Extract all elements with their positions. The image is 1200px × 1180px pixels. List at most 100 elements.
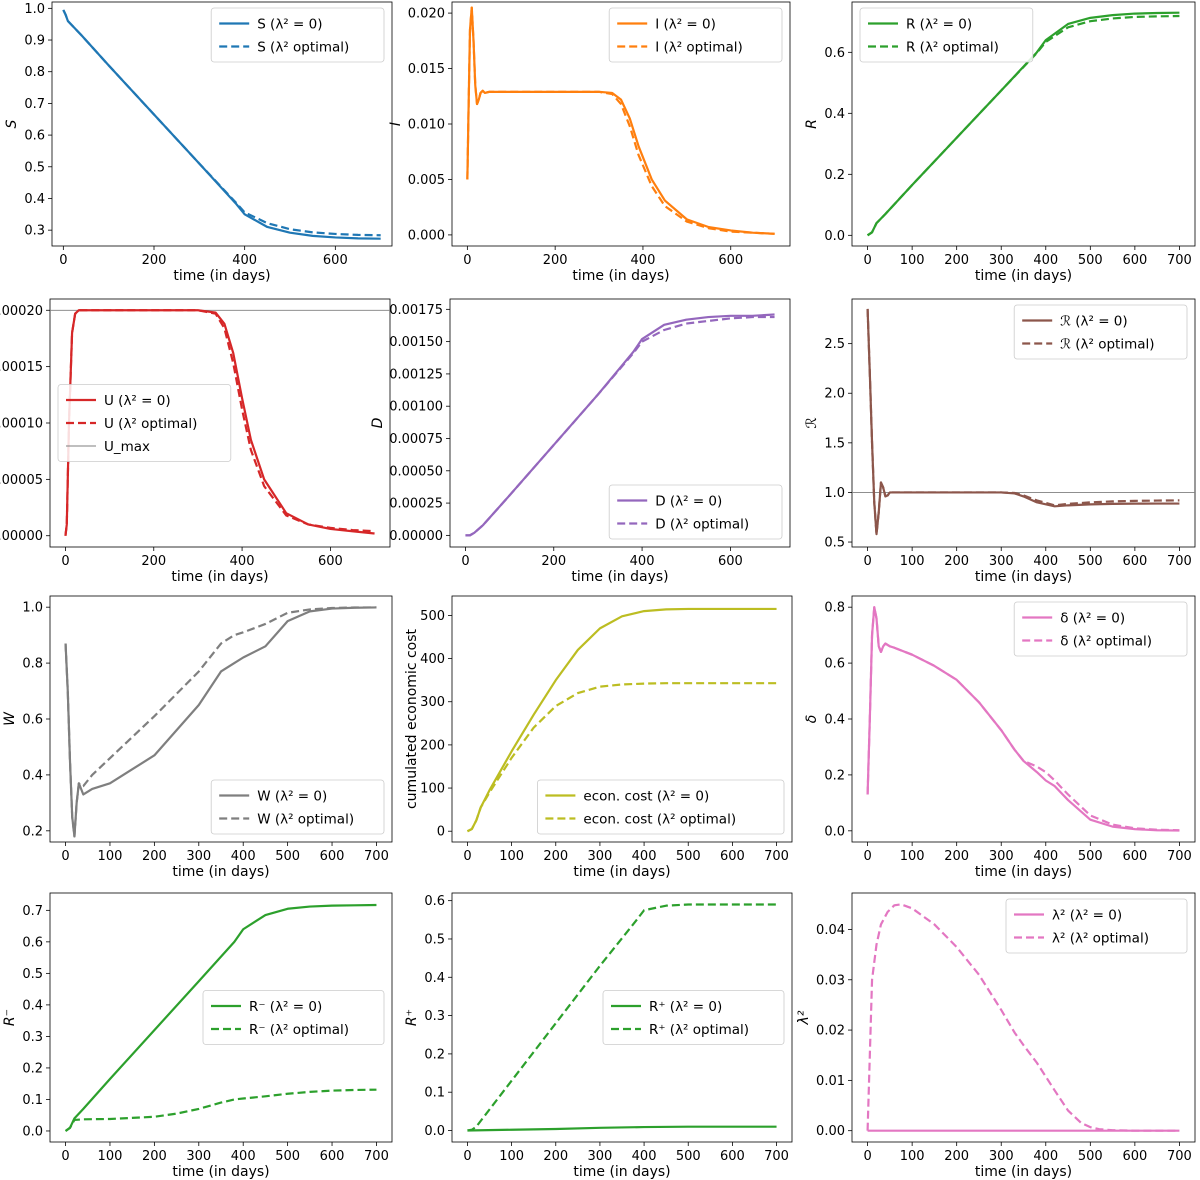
- y-tick-label: 0.5: [22, 967, 43, 982]
- legend-label: R⁺ (λ² optimal): [649, 1022, 749, 1038]
- legend: I (λ² = 0) I (λ² optimal): [608, 7, 783, 63]
- x-tick-label: 500: [275, 849, 300, 864]
- y-tick-label: 0.8: [22, 657, 43, 672]
- y-tick-label: 2.5: [824, 337, 845, 352]
- y-tick-label: 0.0: [424, 1124, 445, 1139]
- x-axis-label: time (in days): [172, 864, 269, 880]
- x-tick-label: 200: [944, 1149, 969, 1164]
- x-tick-label: 0: [61, 554, 69, 569]
- y-tick-label: 0.00175: [389, 303, 443, 318]
- legend-frame: [210, 7, 385, 63]
- x-tick-label: 200: [142, 253, 167, 268]
- legend-label: R⁻ (λ² optimal): [249, 1022, 349, 1038]
- x-tick-label: 400: [1033, 849, 1058, 864]
- legend-label: W (λ² = 0): [257, 789, 327, 805]
- y-tick-label: 0.00015: [0, 360, 43, 375]
- y-tick-label: 0.000: [408, 228, 445, 243]
- series-line-1: [467, 903, 777, 1132]
- x-tick-label: 100: [98, 1149, 123, 1164]
- y-tick-label: 0.4: [824, 713, 845, 728]
- x-tick-label: 500: [275, 1149, 300, 1164]
- y-tick-label: 0.00125: [389, 367, 443, 382]
- x-tick-label: 700: [1167, 253, 1192, 268]
- legend-label: R⁻ (λ² = 0): [249, 999, 322, 1015]
- legend-frame: [202, 990, 385, 1045]
- series-line-1: [866, 14, 1180, 237]
- x-tick-label: 100: [900, 1149, 925, 1164]
- x-tick-label: 500: [1078, 849, 1103, 864]
- x-tick-label: 700: [364, 849, 389, 864]
- y-tick-label: 0.00010: [0, 417, 43, 432]
- x-tick-label: 0: [863, 849, 871, 864]
- y-tick-label: 0.0: [824, 229, 845, 244]
- legend: S (λ² = 0) S (λ² optimal): [210, 7, 385, 63]
- legend-label: U_max: [104, 439, 150, 455]
- y-tick-label: 0.7: [24, 97, 45, 112]
- y-tick-label: 0: [437, 825, 445, 840]
- x-tick-label: 0: [61, 849, 69, 864]
- legend-label: R⁺ (λ² = 0): [649, 999, 722, 1015]
- series-line-1: [466, 6, 775, 235]
- y-tick-label: 0.4: [22, 768, 43, 783]
- x-tick-label: 300: [989, 554, 1014, 569]
- y-axis-label: cumulated economic cost: [404, 628, 420, 809]
- x-tick-label: 200: [944, 849, 969, 864]
- x-tick-label: 500: [1078, 554, 1103, 569]
- y-tick-label: 0.6: [824, 657, 845, 672]
- y-tick-label: 0.0: [824, 824, 845, 839]
- x-tick-label: 600: [320, 1149, 345, 1164]
- legend: R (λ² = 0) R (λ² optimal): [859, 7, 1034, 63]
- legend-label: I (λ² optimal): [655, 40, 743, 56]
- y-tick-label: 0.2: [824, 768, 845, 783]
- legend-label: W (λ² optimal): [257, 812, 354, 828]
- chart-U: 0 200 400 600 0.00000 0.00005 0.00010 0.00015 0.…: [0, 298, 391, 585]
- x-tick-label: 200: [541, 554, 566, 569]
- y-tick-label: 0.00100: [389, 400, 443, 415]
- y-tick-label: 0.00000: [0, 529, 43, 544]
- y-tick-label: 0.005: [408, 173, 445, 188]
- y-tick-label: 0.04: [816, 923, 845, 938]
- x-tick-label: 500: [1078, 1149, 1103, 1164]
- legend-label: econ. cost (λ² optimal): [583, 812, 736, 828]
- x-axis-label: time (in days): [573, 864, 670, 880]
- y-tick-label: 0.02: [816, 1024, 845, 1039]
- y-tick-label: 0.2: [424, 1047, 445, 1062]
- legend: δ (λ² = 0) δ (λ² optimal): [1013, 601, 1188, 657]
- x-tick-label: 100: [900, 849, 925, 864]
- x-axis-label: time (in days): [571, 569, 668, 585]
- y-tick-label: 0.4: [24, 192, 45, 207]
- legend-label: D (λ² optimal): [655, 517, 749, 533]
- legend-label: R (λ² = 0): [906, 17, 972, 33]
- x-tick-label: 500: [676, 1149, 701, 1164]
- y-tick-label: 0.00005: [0, 473, 43, 488]
- y-tick-label: 300: [420, 695, 445, 710]
- x-axis-label: time (in days): [173, 268, 270, 284]
- y-tick-label: 0.6: [24, 129, 45, 144]
- legend-label: δ (λ² optimal): [1060, 634, 1152, 650]
- y-tick-label: 0.2: [22, 1061, 43, 1076]
- y-tick-label: 0.3: [24, 224, 45, 239]
- legend-frame: [210, 779, 385, 835]
- y-tick-label: 0.8: [824, 601, 845, 616]
- x-axis-label: time (in days): [573, 1164, 670, 1180]
- x-tick-label: 0: [61, 1149, 69, 1164]
- legend: D (λ² = 0) D (λ² optimal): [608, 484, 783, 540]
- y-tick-label: 0.015: [408, 62, 445, 77]
- y-tick-label: 0.9: [24, 34, 45, 49]
- chart-econ: 0 100 200 300 400 500 600 700 0 100 200 300 400 500 ti…: [404, 595, 793, 880]
- y-tick-label: 0.6: [22, 935, 43, 950]
- legend-frame: [1013, 304, 1188, 360]
- x-tick-label: 0: [463, 1149, 471, 1164]
- y-tick-label: 0.00020: [0, 304, 43, 319]
- series-line-1: [465, 315, 775, 537]
- x-tick-label: 200: [141, 554, 166, 569]
- x-tick-label: 200: [944, 554, 969, 569]
- y-tick-label: 0.3: [424, 1009, 445, 1024]
- legend-label: U (λ² = 0): [104, 393, 171, 409]
- y-tick-label: 100: [420, 782, 445, 797]
- y-tick-label: 0.5: [424, 932, 445, 947]
- x-tick-label: 400: [1033, 554, 1058, 569]
- legend-label: ℛ (λ² optimal): [1060, 337, 1154, 353]
- x-tick-label: 600: [1122, 849, 1147, 864]
- x-tick-label: 600: [1122, 554, 1147, 569]
